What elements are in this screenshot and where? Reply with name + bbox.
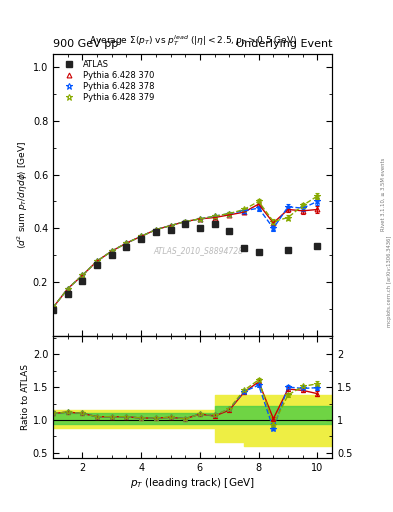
ATLAS — [51, 307, 55, 313]
ATLAS — [65, 291, 70, 297]
Pythia 6.428 378 — [109, 248, 114, 254]
ATLAS — [242, 245, 246, 251]
Pythia 6.428 378 — [198, 216, 202, 222]
ATLAS — [198, 225, 202, 231]
Line: Pythia 6.428 378: Pythia 6.428 378 — [50, 198, 321, 311]
Pythia 6.428 378 — [80, 272, 85, 279]
ATLAS — [168, 226, 173, 232]
Pythia 6.428 379 — [315, 193, 320, 199]
Pythia 6.428 379 — [95, 258, 99, 264]
Pythia 6.428 370 — [256, 201, 261, 207]
Text: Average $\Sigma(p_T)$ vs $p_T^{lead}$ ($|\eta| < 2.5, p_T > 0.5$ GeV): Average $\Sigma(p_T)$ vs $p_T^{lead}$ ($… — [88, 33, 297, 48]
Pythia 6.428 370 — [139, 233, 143, 240]
Line: Pythia 6.428 370: Pythia 6.428 370 — [51, 202, 320, 310]
ATLAS — [286, 247, 290, 253]
Text: Underlying Event: Underlying Event — [235, 38, 332, 49]
Text: ATLAS_2010_S8894728: ATLAS_2010_S8894728 — [153, 247, 243, 255]
Pythia 6.428 370 — [168, 223, 173, 229]
Pythia 6.428 370 — [65, 286, 70, 292]
Pythia 6.428 370 — [286, 206, 290, 212]
Text: mcplots.cern.ch [arXiv:1306.3436]: mcplots.cern.ch [arXiv:1306.3436] — [387, 236, 391, 327]
Pythia 6.428 378 — [139, 233, 143, 240]
Pythia 6.428 379 — [286, 215, 290, 221]
Pythia 6.428 370 — [124, 240, 129, 246]
ATLAS — [124, 244, 129, 250]
ATLAS — [109, 252, 114, 258]
Pythia 6.428 370 — [51, 305, 55, 311]
ATLAS — [95, 262, 99, 268]
Pythia 6.428 378 — [315, 198, 320, 204]
Pythia 6.428 378 — [154, 226, 158, 232]
Line: ATLAS: ATLAS — [50, 221, 321, 313]
Pythia 6.428 370 — [315, 206, 320, 212]
Line: Pythia 6.428 379: Pythia 6.428 379 — [50, 193, 321, 311]
Pythia 6.428 378 — [271, 225, 276, 231]
Pythia 6.428 378 — [124, 240, 129, 246]
Pythia 6.428 378 — [300, 205, 305, 211]
Pythia 6.428 379 — [300, 202, 305, 208]
Pythia 6.428 370 — [109, 248, 114, 254]
Pythia 6.428 378 — [227, 210, 231, 217]
Pythia 6.428 370 — [242, 209, 246, 215]
Pythia 6.428 379 — [212, 213, 217, 219]
Pythia 6.428 370 — [300, 208, 305, 214]
Pythia 6.428 370 — [227, 212, 231, 218]
Pythia 6.428 379 — [124, 240, 129, 246]
Pythia 6.428 379 — [51, 305, 55, 311]
Pythia 6.428 379 — [183, 219, 187, 225]
Pythia 6.428 379 — [198, 216, 202, 222]
Pythia 6.428 379 — [65, 286, 70, 292]
Pythia 6.428 379 — [139, 233, 143, 240]
ATLAS — [80, 278, 85, 284]
ATLAS — [154, 229, 158, 236]
Pythia 6.428 370 — [154, 226, 158, 232]
ATLAS — [139, 236, 143, 242]
Pythia 6.428 370 — [271, 220, 276, 226]
Pythia 6.428 378 — [168, 223, 173, 229]
Pythia 6.428 378 — [51, 305, 55, 311]
Pythia 6.428 379 — [154, 226, 158, 232]
Y-axis label: Ratio to ATLAS: Ratio to ATLAS — [21, 364, 30, 430]
X-axis label: $p_T$ (leading track) [GeV]: $p_T$ (leading track) [GeV] — [130, 476, 255, 490]
Pythia 6.428 378 — [242, 208, 246, 214]
Pythia 6.428 379 — [227, 210, 231, 217]
Legend: ATLAS, Pythia 6.428 370, Pythia 6.428 378, Pythia 6.428 379: ATLAS, Pythia 6.428 370, Pythia 6.428 37… — [56, 57, 157, 104]
Text: 900 GeV pp: 900 GeV pp — [53, 38, 118, 49]
Pythia 6.428 370 — [212, 215, 217, 221]
Text: Rivet 3.1.10, ≥ 3.5M events: Rivet 3.1.10, ≥ 3.5M events — [381, 158, 386, 231]
Pythia 6.428 379 — [109, 248, 114, 254]
ATLAS — [227, 228, 231, 234]
Pythia 6.428 370 — [95, 258, 99, 264]
Pythia 6.428 378 — [95, 258, 99, 264]
Pythia 6.428 370 — [183, 219, 187, 225]
Pythia 6.428 379 — [242, 206, 246, 212]
Pythia 6.428 378 — [183, 219, 187, 225]
Pythia 6.428 378 — [212, 213, 217, 219]
ATLAS — [183, 221, 187, 227]
Pythia 6.428 378 — [256, 205, 261, 211]
Pythia 6.428 378 — [286, 204, 290, 210]
ATLAS — [315, 243, 320, 249]
Pythia 6.428 379 — [256, 198, 261, 204]
Pythia 6.428 379 — [271, 219, 276, 225]
Pythia 6.428 370 — [80, 272, 85, 279]
Pythia 6.428 370 — [198, 216, 202, 222]
Pythia 6.428 378 — [65, 286, 70, 292]
Pythia 6.428 379 — [168, 223, 173, 229]
ATLAS — [212, 221, 217, 227]
Y-axis label: $\langle d^2$ sum $p_T/d\eta d\phi\rangle$ [GeV]: $\langle d^2$ sum $p_T/d\eta d\phi\rangl… — [16, 141, 30, 249]
Pythia 6.428 379 — [80, 272, 85, 279]
ATLAS — [256, 249, 261, 255]
